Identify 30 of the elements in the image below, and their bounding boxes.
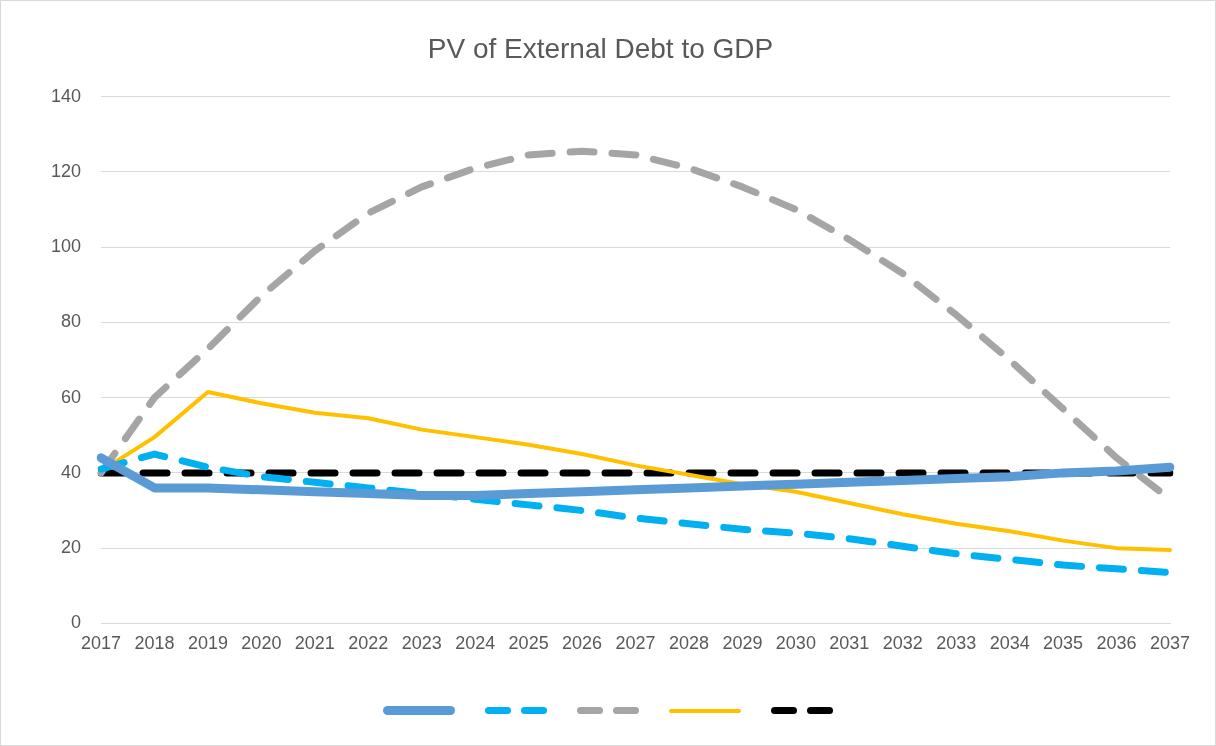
y-tick-label: 0 bbox=[71, 612, 82, 633]
y-tick-label: 40 bbox=[61, 461, 82, 482]
y-tick-label: 20 bbox=[61, 537, 82, 558]
x-tick-label: 2034 bbox=[989, 633, 1030, 654]
x-tick-label: 2020 bbox=[241, 633, 282, 654]
x-tick-label: 2023 bbox=[401, 633, 442, 654]
x-tick-label: 2027 bbox=[615, 633, 656, 654]
x-tick-label: 2017 bbox=[81, 633, 122, 654]
y-tick-label: 80 bbox=[61, 311, 82, 332]
x-tick-label: 2036 bbox=[1096, 633, 1137, 654]
x-tick-label: 2037 bbox=[1149, 633, 1191, 654]
y-tick-label: 100 bbox=[50, 236, 82, 257]
x-tick-label: 2033 bbox=[936, 633, 977, 654]
x-tick-label: 2018 bbox=[134, 633, 175, 654]
x-tick-label: 2031 bbox=[829, 633, 870, 654]
chart-title: PV of External Debt to GDP bbox=[427, 32, 774, 64]
x-tick-label: 2032 bbox=[882, 633, 923, 654]
y-tick-label: 120 bbox=[50, 160, 82, 181]
x-tick-label: 2030 bbox=[775, 633, 816, 654]
x-tick-label: 2022 bbox=[348, 633, 389, 654]
x-tick-label: 2025 bbox=[508, 633, 549, 654]
x-tick-label: 2026 bbox=[562, 633, 603, 654]
x-tick-label: 2035 bbox=[1043, 633, 1084, 654]
x-tick-label: 2028 bbox=[668, 633, 709, 654]
x-tick-label: 2019 bbox=[187, 633, 228, 654]
y-tick-label: 60 bbox=[61, 386, 82, 407]
x-tick-label: 2029 bbox=[722, 633, 763, 654]
x-tick-label: 2024 bbox=[455, 633, 496, 654]
x-tick-label: 2021 bbox=[294, 633, 335, 654]
y-tick-label: 140 bbox=[50, 85, 82, 106]
